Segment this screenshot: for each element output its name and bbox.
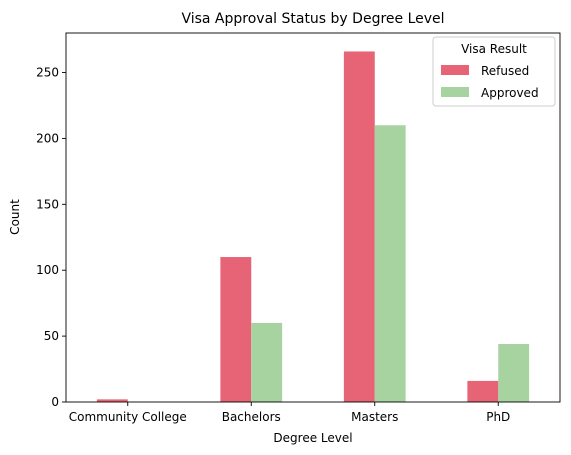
bar-refused-phd xyxy=(467,381,498,402)
x-axis: Community College Bachelors Masters PhD xyxy=(69,402,511,424)
bar-approved-phd xyxy=(498,344,529,402)
legend-title: Visa Result xyxy=(461,42,527,56)
legend-swatch-refused xyxy=(441,65,469,75)
x-axis-label: Degree Level xyxy=(273,431,352,445)
y-tick-label: 0 xyxy=(51,395,59,409)
y-tick-label: 50 xyxy=(44,329,59,343)
x-tick-label: Bachelors xyxy=(222,410,281,424)
bar-refused-masters xyxy=(344,51,375,402)
y-axis: 0 50 100 150 200 250 xyxy=(36,66,66,409)
y-tick-label: 100 xyxy=(36,263,59,277)
x-tick-label: Masters xyxy=(351,410,398,424)
bar-approved-bachelors xyxy=(251,323,282,402)
legend-label-refused: Refused xyxy=(481,64,529,78)
chart-title: Visa Approval Status by Degree Level xyxy=(181,11,444,27)
x-tick-label: Community College xyxy=(69,410,187,424)
y-tick-label: 150 xyxy=(36,197,59,211)
y-axis-label: Count xyxy=(8,199,22,235)
y-tick-label: 200 xyxy=(36,131,59,145)
y-tick-label: 250 xyxy=(36,66,59,80)
legend-label-approved: Approved xyxy=(481,86,539,100)
bar-refused-bachelors xyxy=(220,257,251,402)
bar-approved-masters xyxy=(375,125,406,402)
legend-swatch-approved xyxy=(441,87,469,97)
legend: Visa Result Refused Approved xyxy=(433,37,555,106)
x-tick-label: PhD xyxy=(486,410,510,424)
